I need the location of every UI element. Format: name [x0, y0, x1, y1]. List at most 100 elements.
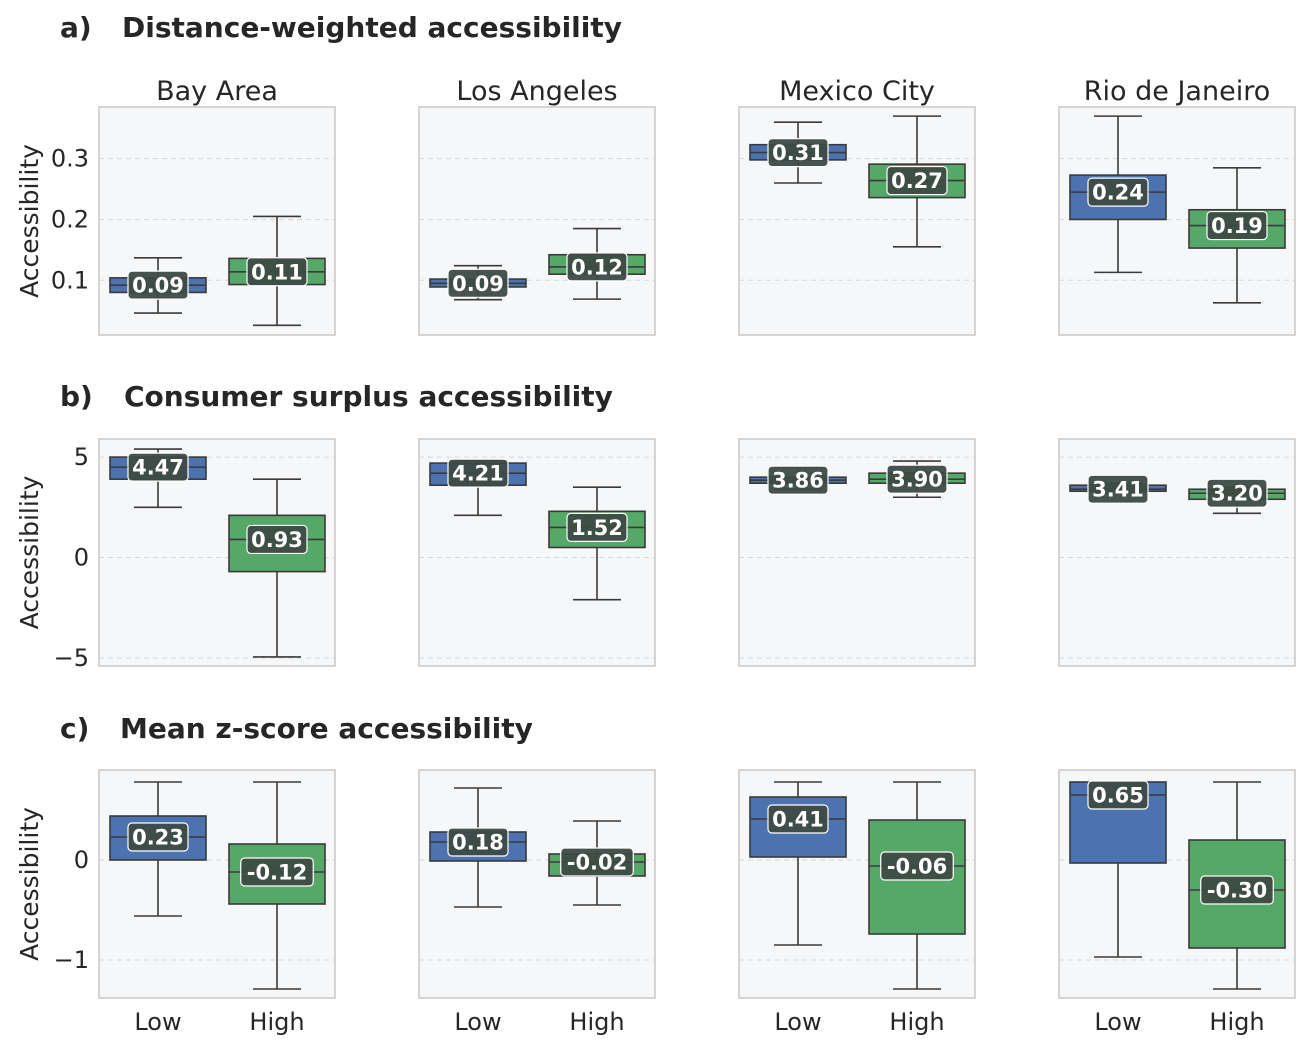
row-title: Mean z-score accessibility: [120, 712, 533, 745]
value-label: 0.27: [891, 169, 943, 193]
box-low: 0.09: [429, 264, 527, 301]
value-badge: [886, 165, 948, 196]
value-badge: [1087, 177, 1149, 207]
y-tick-label: −5: [54, 644, 89, 672]
x-tick-label: High: [249, 1008, 304, 1036]
box-high: 1.52: [548, 486, 646, 601]
value-label: -0.02: [567, 851, 628, 875]
row-1: a) Distance-weighted accessibility Accessi…: [15, 11, 1296, 336]
y-tick-label: 0.3: [51, 145, 89, 173]
box-high: -0.06: [868, 781, 966, 990]
y-tick-label: −1: [54, 946, 89, 974]
box-low: 0.65: [1069, 780, 1167, 958]
panel-bay-area: 0.09 0.11: [98, 106, 336, 336]
x-tick-label: Low: [1094, 1008, 1141, 1036]
value-badge: [127, 270, 189, 300]
box-high: 3.90: [868, 460, 966, 499]
value-badge: [1206, 210, 1268, 241]
value-label: 0.24: [1092, 181, 1144, 205]
panel-frame: [1058, 438, 1296, 667]
x-tick-label: Low: [454, 1008, 501, 1036]
y-tick-label: 0.1: [51, 266, 89, 294]
value-label: 0.31: [772, 141, 824, 165]
value-badge: [447, 268, 509, 298]
row-2: b) Consumer surplus accessibility Accessib…: [15, 380, 1296, 672]
value-badge: [447, 827, 509, 857]
value-label: 1.52: [571, 516, 623, 540]
value-badge: [240, 857, 314, 887]
box-low: 3.41: [1069, 474, 1167, 504]
y-axis-label: Accessibility: [15, 144, 44, 298]
value-label: 0.12: [571, 255, 623, 279]
row-label: b): [60, 380, 93, 413]
value-label: 3.90: [891, 468, 943, 492]
box-low: 0.09: [109, 256, 207, 314]
value-badge: [246, 524, 308, 555]
value-badge: [1087, 474, 1149, 504]
panel-frame: [418, 106, 656, 336]
row-title: Consumer surplus accessibility: [124, 380, 613, 413]
value-label: 0.18: [452, 831, 504, 855]
value-label: -0.30: [1207, 879, 1268, 903]
panel-frame: [98, 106, 336, 336]
value-label: 0.09: [132, 274, 184, 298]
value-badge: [566, 512, 628, 542]
iqr-box: [749, 796, 847, 858]
y-tick-label: 0: [74, 544, 89, 572]
value-badge: [767, 804, 829, 834]
box-low: 3.86: [749, 465, 847, 495]
x-tick-label: High: [569, 1008, 624, 1036]
box-high: -0.02: [548, 820, 646, 906]
panel-bay-area: 4.47 0.93: [98, 438, 336, 667]
value-badge: [1206, 478, 1268, 508]
box-high: 0.11: [228, 215, 326, 327]
value-badge: [447, 458, 509, 488]
y-axis-label: Accessibility: [15, 807, 44, 961]
box-low: 0.31: [749, 121, 847, 184]
box-high: 0.93: [228, 478, 326, 658]
panel-mexico-city: 3.86 3.90: [738, 438, 976, 667]
column-title-bay-area: Bay Area: [156, 76, 278, 107]
panel-los-angeles: 0.09 0.12: [418, 106, 656, 336]
y-tick-label: 5: [74, 443, 89, 471]
panel-rio-de-janeiro: 0.65 -0.30: [1058, 769, 1296, 999]
panel-los-angeles: 4.21 1.52: [418, 438, 656, 667]
value-badge: [566, 252, 628, 282]
value-badge: [767, 138, 829, 168]
value-label: -0.06: [887, 855, 948, 879]
y-tick-label: 0.2: [51, 205, 89, 233]
row-label: c): [60, 712, 89, 745]
column-title-los-angeles: Los Angeles: [456, 76, 617, 107]
value-label: 0.93: [251, 528, 303, 552]
panel-los-angeles: 0.18 -0.02: [418, 769, 656, 999]
box-low: 0.24: [1069, 115, 1167, 274]
panel-rio-de-janeiro: 0.24 0.19: [1058, 106, 1296, 336]
value-label: 4.47: [132, 456, 184, 480]
value-label: 0.23: [132, 826, 184, 850]
box-low: 0.23: [109, 781, 207, 917]
box-high: 0.19: [1188, 167, 1286, 304]
row-3: c) Mean z-score accessibility Accessibilit…: [15, 712, 1296, 1036]
value-badge: [127, 822, 189, 852]
box-high: 3.20: [1188, 478, 1286, 515]
value-badge: [560, 847, 634, 877]
y-tick-label: 0: [74, 846, 89, 874]
value-badge: [127, 452, 189, 482]
column-title-mexico-city: Mexico City: [779, 76, 935, 107]
value-label: 4.21: [452, 462, 504, 486]
value-label: 0.41: [772, 808, 824, 832]
box-high: 0.27: [868, 115, 966, 248]
value-label: -0.12: [247, 861, 308, 885]
panel-mexico-city: 0.31 0.27: [738, 106, 976, 336]
value-badge: [880, 851, 954, 881]
y-axis-label: Accessibility: [15, 475, 44, 629]
value-label: 0.19: [1211, 214, 1263, 238]
panel-mexico-city: 0.41 -0.06: [738, 769, 976, 999]
column-title-rio-de-janeiro: Rio de Janeiro: [1084, 76, 1270, 107]
panel-frame: [418, 769, 656, 999]
value-label: 0.11: [251, 260, 303, 284]
x-tick-label: High: [889, 1008, 944, 1036]
value-label: 3.41: [1092, 478, 1144, 502]
value-label: 3.86: [772, 469, 824, 493]
